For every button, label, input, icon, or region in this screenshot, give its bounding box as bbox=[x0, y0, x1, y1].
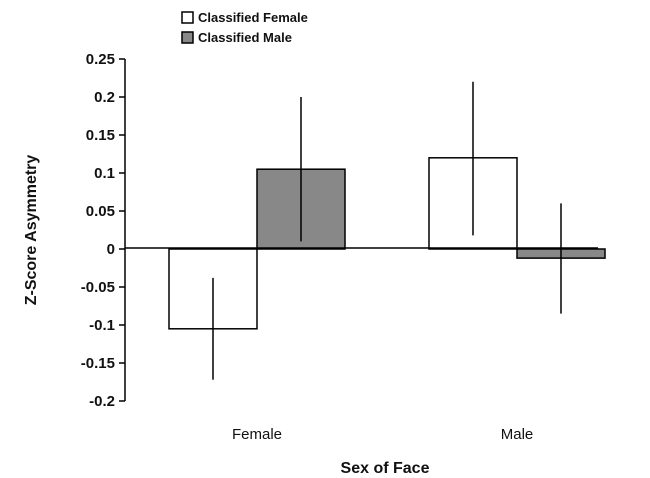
legend-label-classified-female: Classified Female bbox=[198, 10, 308, 25]
legend-swatch-classified-female bbox=[181, 11, 194, 24]
y-tick-label: 0.2 bbox=[94, 89, 115, 106]
error-bars bbox=[212, 81, 562, 380]
y-tick-label: 0.25 bbox=[86, 51, 115, 68]
category-label-female: Female bbox=[232, 426, 282, 443]
y-tick-label: 0 bbox=[107, 241, 115, 258]
y-tick-label: 0.05 bbox=[86, 203, 115, 220]
y-tick-label: 0.1 bbox=[94, 165, 115, 182]
y-tick-label: -0.1 bbox=[89, 317, 115, 334]
y-axis-ticks: 0.25 0.2 0.15 0.1 0.05 0 -0.05 -0.1 -0.15 -0.2 bbox=[81, 51, 125, 410]
y-axis-title: Z-Score Asymmetry bbox=[23, 155, 40, 306]
legend: Classified Female Classified Male bbox=[181, 10, 308, 45]
y-tick-label: -0.2 bbox=[89, 393, 115, 410]
y-tick-label: 0.15 bbox=[86, 127, 115, 144]
legend-swatch-classified-male bbox=[181, 31, 194, 44]
y-tick-label: -0.05 bbox=[81, 279, 115, 296]
y-tick-label: -0.15 bbox=[81, 355, 115, 372]
legend-label-classified-male: Classified Male bbox=[198, 30, 292, 45]
x-axis-title: Sex of Face bbox=[341, 460, 430, 477]
category-label-male: Male bbox=[501, 426, 534, 443]
bars bbox=[168, 157, 606, 330]
